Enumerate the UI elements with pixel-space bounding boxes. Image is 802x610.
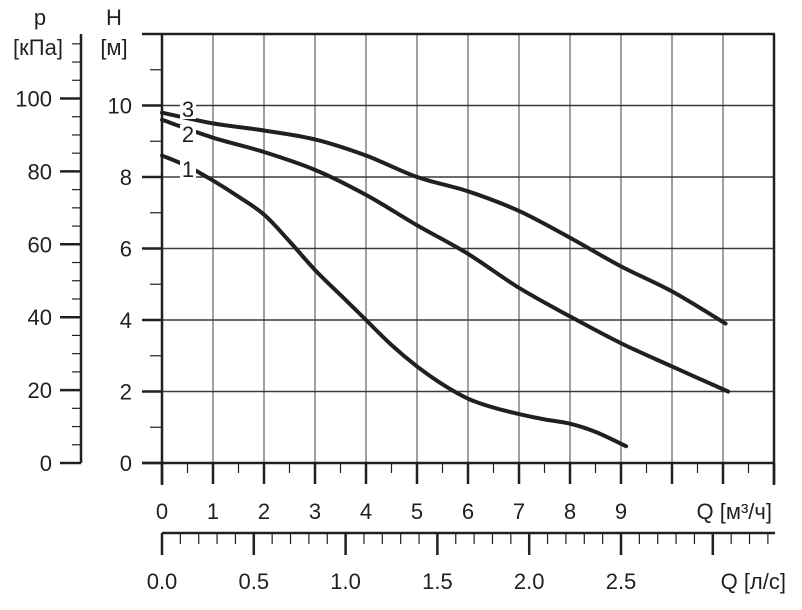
axis-labels: p [кПа] H [м] Q [м³/ч] Q [л/с] <box>13 5 786 594</box>
q-m3h-tick-label: 9 <box>615 499 627 524</box>
q-ls-tick-label: 2.0 <box>514 569 545 594</box>
h-axis-tick-label: 2 <box>120 380 132 405</box>
q-ls-tick-label: 2.5 <box>606 569 637 594</box>
q-m3h-tick-label: 1 <box>207 499 219 524</box>
q-m3h-tick-label: 3 <box>309 499 321 524</box>
curve-label-background <box>180 160 196 179</box>
q-m3h-tick-label: 5 <box>411 499 423 524</box>
q-ls-tick-label: 0.0 <box>147 569 178 594</box>
pump-curve-3 <box>160 110 728 326</box>
q-m3h-tick-label: 0 <box>156 499 168 524</box>
q-ls-axis-title: Q [л/с] <box>721 569 786 594</box>
h-axis-tick-label: 0 <box>120 451 132 476</box>
p-axis-tick-label: 20 <box>28 378 52 403</box>
p-axis-tick-label: 40 <box>28 305 52 330</box>
q-m3h-tick-label: 7 <box>513 499 525 524</box>
h-axis-tick-label: 6 <box>120 237 132 262</box>
p-axis-tick-label: 60 <box>28 232 52 257</box>
p-axis-title: p <box>34 5 46 30</box>
h-axis-unit: [м] <box>100 35 127 60</box>
q-m3h-tick-label: 6 <box>462 499 474 524</box>
pump-curve-1 <box>160 153 629 449</box>
q-ls-tick-label: 1.5 <box>422 569 453 594</box>
p-axis-tick-label: 0 <box>40 451 52 476</box>
plot-grid <box>162 34 774 463</box>
q-m3h-tick-label: 2 <box>258 499 270 524</box>
q-m3h-tick-label: 4 <box>360 499 372 524</box>
h-axis-title: H <box>106 5 122 30</box>
q-ls-tick-label: 1.0 <box>330 569 361 594</box>
p-axis-tick-label: 100 <box>15 87 52 112</box>
curve-label-3: 3 <box>182 97 194 122</box>
pump-curve-2 <box>160 117 731 394</box>
curve-label-1: 1 <box>182 157 194 182</box>
h-axis-tick-label: 10 <box>108 94 132 119</box>
p-axis-unit: [кПа] <box>13 35 63 60</box>
p-axis-tick-label: 80 <box>28 159 52 184</box>
h-axis-tick-label: 8 <box>120 165 132 190</box>
h-axis-tick-label: 4 <box>120 308 132 333</box>
pump-curves: 1 23 <box>160 97 731 449</box>
q-m3h-tick-label: 8 <box>564 499 576 524</box>
curve-label-background <box>180 125 196 144</box>
curve-label-background <box>180 100 196 119</box>
q-m3h-axis-title: Q [м³/ч] <box>697 499 772 524</box>
curve-label-2: 2 <box>182 122 194 147</box>
q-ls-tick-label: 0.5 <box>239 569 270 594</box>
